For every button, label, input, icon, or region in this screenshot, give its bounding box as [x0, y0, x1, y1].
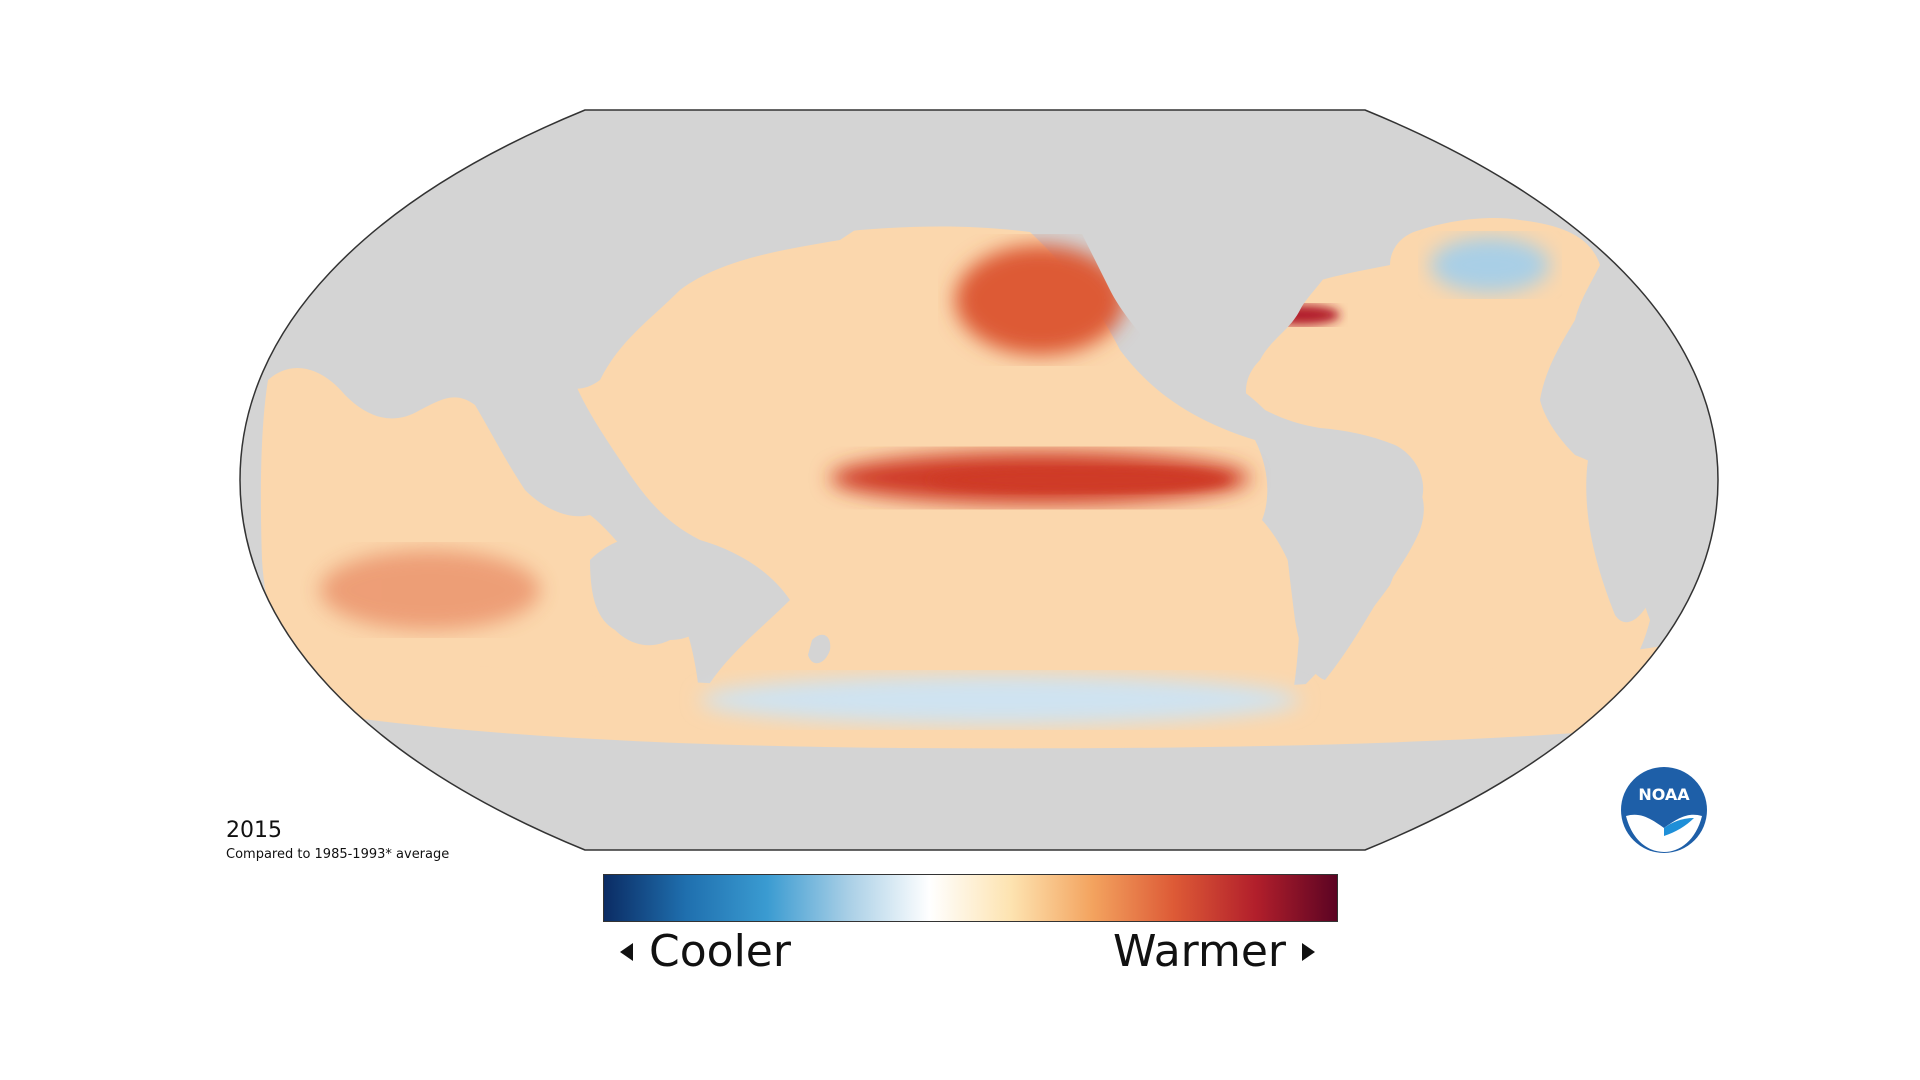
baseline-comparison-label: Compared to 1985-1993* average: [226, 847, 450, 862]
northeast-pacific-warm-blob: [955, 245, 1125, 355]
year-label: 2015: [226, 818, 282, 843]
south-america: [1282, 445, 1424, 680]
land-masses: [376, 120, 1700, 680]
north-america: [1080, 218, 1333, 425]
north-atlantic-cold-patch: [1430, 237, 1550, 293]
asia: [376, 120, 1000, 389]
warmer-label: Warmer: [1113, 926, 1286, 977]
cooler-legend: Cooler: [620, 926, 791, 977]
atlantic-ocean: [1185, 218, 1650, 710]
warmer-legend: Warmer: [1113, 926, 1315, 977]
temperature-colorbar: [603, 874, 1338, 922]
logo-text: NOAA: [1638, 785, 1690, 804]
new-zealand: [808, 634, 831, 664]
cooler-label: Cooler: [649, 926, 791, 977]
right-arrow-icon: [1302, 942, 1315, 961]
southern-ocean: [240, 630, 1718, 749]
noaa-logo: NOAA: [1621, 767, 1707, 853]
temperature-anomaly-overlays: [320, 237, 1550, 725]
indian-ocean: [260, 368, 700, 714]
left-arrow-icon: [620, 942, 633, 961]
indian-ocean-warm-patch: [320, 550, 540, 630]
africa: [1586, 415, 1700, 623]
australia: [590, 536, 712, 646]
globe-outline: [239, 109, 1719, 851]
equatorial-pacific-warm-band-core: [930, 468, 1230, 492]
southern-ocean-cool-band: [700, 675, 1300, 725]
